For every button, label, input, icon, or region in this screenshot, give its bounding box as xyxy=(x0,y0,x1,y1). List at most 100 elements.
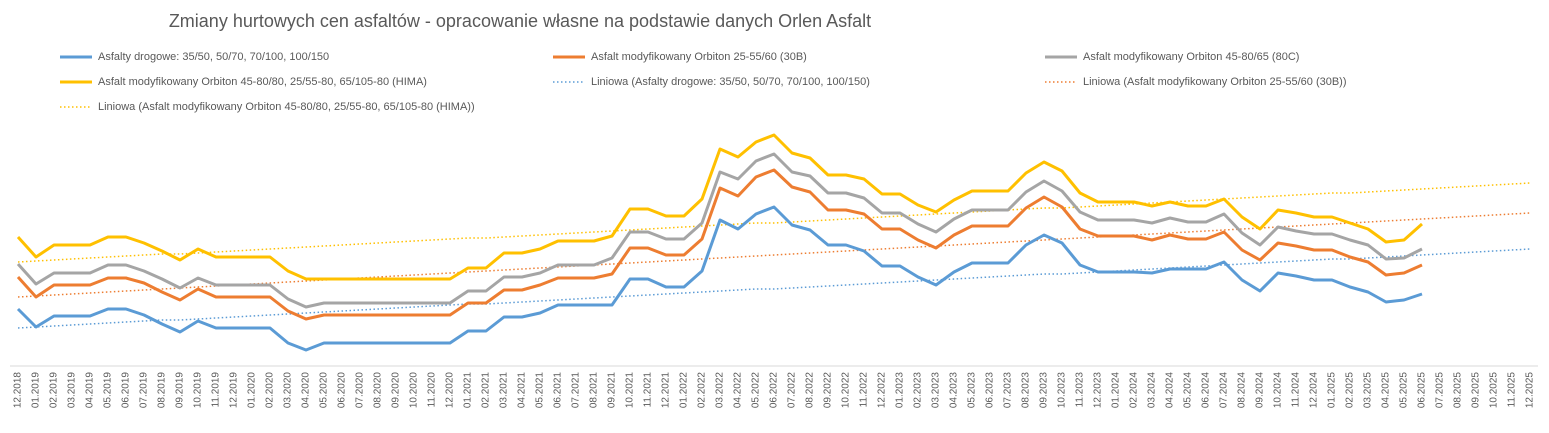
x-tick-label: 05.2023 xyxy=(967,372,978,409)
legend-label: Asfalt modyfikowany Orbiton 25-55/60 (30… xyxy=(591,51,807,63)
x-tick-label: 07.2022 xyxy=(787,372,798,409)
legend-label: Liniowa (Asfalty drogowe: 35/50, 50/70, … xyxy=(591,76,870,88)
x-tick-label: 03.2022 xyxy=(715,372,726,409)
x-tick-label: 12.2018 xyxy=(13,372,24,409)
x-tick-label: 04.2025 xyxy=(1381,372,1392,409)
x-tick-label: 02.2024 xyxy=(1129,372,1140,409)
x-tick-label: 07.2025 xyxy=(1435,372,1446,409)
x-tick-label: 09.2019 xyxy=(175,372,186,409)
x-tick-label: 12.2024 xyxy=(1309,372,1320,409)
x-tick-label: 08.2024 xyxy=(1237,372,1248,409)
x-tick-label: 06.2020 xyxy=(337,372,348,409)
x-tick-label: 01.2022 xyxy=(679,372,690,409)
x-tick-label: 03.2020 xyxy=(283,372,294,409)
x-tick-label: 10.2021 xyxy=(625,372,636,409)
x-tick-label: 02.2023 xyxy=(913,372,924,409)
x-tick-label: 12.2023 xyxy=(1093,372,1104,409)
x-tick-label: 05.2021 xyxy=(535,372,546,409)
legend-label: Asfalty drogowe: 35/50, 50/70, 70/100, 1… xyxy=(98,51,329,63)
x-tick-label: 08.2025 xyxy=(1453,372,1464,409)
x-tick-label: 10.2023 xyxy=(1057,372,1068,409)
legend-label: Liniowa (Asfalt modyfikowany Orbiton 45-… xyxy=(98,101,475,113)
x-tick-label: 01.2025 xyxy=(1327,372,1338,409)
x-tick-label: 10.2019 xyxy=(193,372,204,409)
x-tick-label: 08.2023 xyxy=(1021,372,1032,409)
x-tick-label: 10.2024 xyxy=(1273,372,1284,409)
x-tick-label: 06.2025 xyxy=(1417,372,1428,409)
x-tick-label: 09.2020 xyxy=(391,372,402,409)
data-line xyxy=(16,133,1423,281)
x-tick-label: 01.2023 xyxy=(895,372,906,409)
x-tick-label: 02.2021 xyxy=(481,372,492,409)
x-tick-label: 03.2024 xyxy=(1147,372,1158,409)
x-tick-label: 11.2024 xyxy=(1291,372,1302,408)
x-tick-label: 08.2019 xyxy=(157,372,168,409)
trend-line xyxy=(17,182,1531,263)
x-tick-label: 11.2023 xyxy=(1075,372,1086,408)
x-tick-label: 07.2021 xyxy=(571,372,582,409)
x-tick-label: 03.2021 xyxy=(499,372,510,409)
x-tick-label: 09.2025 xyxy=(1471,372,1482,409)
x-tick-label: 06.2024 xyxy=(1201,372,1212,409)
x-tick-label: 11.2022 xyxy=(859,372,870,408)
x-tick-label: 02.2019 xyxy=(49,372,60,409)
x-tick-label: 03.2025 xyxy=(1363,372,1374,409)
x-tick-label: 05.2024 xyxy=(1183,372,1194,409)
x-tick-label: 10.2025 xyxy=(1489,372,1500,409)
data-line xyxy=(16,152,1423,309)
x-tick-label: 12.2022 xyxy=(877,372,888,409)
x-tick-label: 03.2019 xyxy=(67,372,78,409)
x-tick-label: 07.2024 xyxy=(1219,372,1230,409)
x-tick-label: 08.2022 xyxy=(805,372,816,409)
x-tick-label: 02.2025 xyxy=(1345,372,1356,409)
x-tick-label: 05.2020 xyxy=(319,372,330,409)
x-tick-label: 12.2020 xyxy=(445,372,456,409)
x-tick-label: 04.2020 xyxy=(301,372,312,409)
x-tick-label: 03.2023 xyxy=(931,372,942,409)
x-tick-label: 11.2021 xyxy=(643,372,654,408)
data-line xyxy=(16,205,1423,352)
legend-label: Liniowa (Asfalt modyfikowany Orbiton 25-… xyxy=(1083,76,1347,88)
x-tick-label: 04.2024 xyxy=(1165,372,1176,409)
x-tick-label: 12.2021 xyxy=(661,372,672,409)
x-tick-label: 04.2022 xyxy=(733,372,744,409)
trend-line xyxy=(17,212,1531,298)
x-tick-label: 07.2020 xyxy=(355,372,366,409)
x-tick-label: 12.2019 xyxy=(229,372,240,409)
x-tick-label: 04.2023 xyxy=(949,372,960,409)
x-tick-label: 06.2019 xyxy=(121,372,132,409)
legend-label: Asfalt modyfikowany Orbiton 45-80/80, 25… xyxy=(98,76,427,88)
x-tick-label: 07.2019 xyxy=(139,372,150,409)
x-tick-label: 01.2024 xyxy=(1111,372,1122,409)
x-tick-label: 09.2024 xyxy=(1255,372,1266,409)
trend-line xyxy=(17,248,1531,329)
x-tick-label: 12.2025 xyxy=(1525,372,1536,409)
x-tick-label: 09.2022 xyxy=(823,372,834,409)
x-tick-label: 02.2022 xyxy=(697,372,708,409)
x-tick-label: 09.2021 xyxy=(607,372,618,409)
x-tick-label: 04.2019 xyxy=(85,372,96,409)
x-tick-label: 09.2023 xyxy=(1039,372,1050,409)
legend-label: Asfalt modyfikowany Orbiton 45-80/65 (80… xyxy=(1083,51,1299,63)
x-tick-label: 06.2023 xyxy=(985,372,996,409)
x-tick-label: 06.2021 xyxy=(553,372,564,409)
x-tick-label: 05.2025 xyxy=(1399,372,1410,409)
x-tick-label: 01.2019 xyxy=(31,372,42,409)
x-tick-label: 04.2021 xyxy=(517,372,528,409)
x-tick-label: 11.2025 xyxy=(1507,372,1518,408)
x-tick-label: 06.2022 xyxy=(769,372,780,409)
x-tick-label: 10.2020 xyxy=(409,372,420,409)
x-tick-label: 07.2023 xyxy=(1003,372,1014,409)
x-tick-label: 08.2020 xyxy=(373,372,384,409)
x-tick-label: 08.2021 xyxy=(589,372,600,409)
x-tick-label: 11.2019 xyxy=(211,372,222,408)
x-tick-label: 02.2020 xyxy=(265,372,276,409)
x-tick-label: 01.2021 xyxy=(463,372,474,409)
x-tick-label: 05.2022 xyxy=(751,372,762,409)
x-tick-label: 01.2020 xyxy=(247,372,258,409)
data-line xyxy=(16,168,1423,321)
x-tick-label: 10.2022 xyxy=(841,372,852,409)
x-tick-label: 05.2019 xyxy=(103,372,114,409)
chart-title: Zmiany hurtowych cen asfaltów - opracowa… xyxy=(169,11,871,31)
